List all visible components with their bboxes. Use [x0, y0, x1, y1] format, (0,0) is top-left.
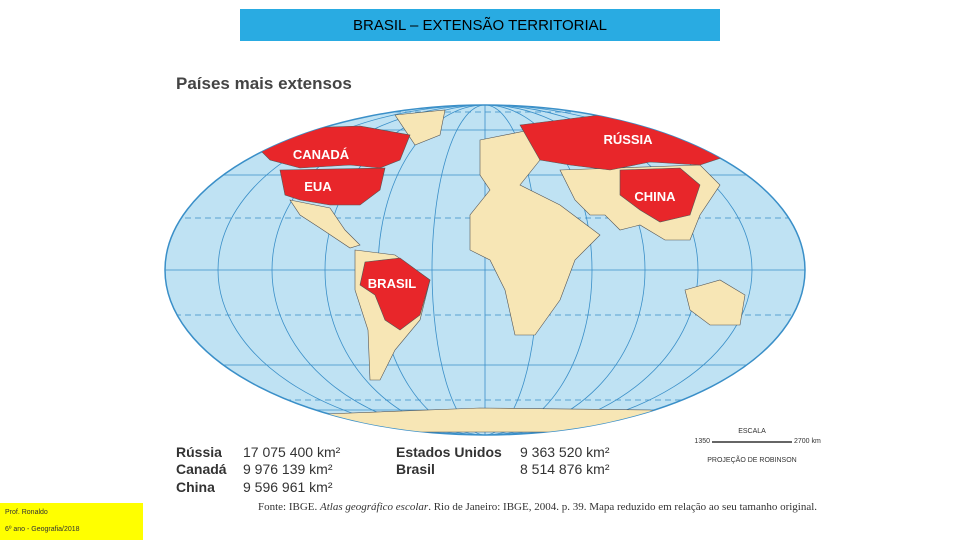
table-value: 9 976 139 km²	[243, 461, 333, 477]
table-value: 9 596 961 km²	[243, 479, 333, 495]
table-name: Brasil	[396, 461, 435, 477]
scale-bar: ESCALA 1350 2700 km PROJEÇÃO DE ROBINSON	[694, 428, 821, 464]
table-name: Canadá	[176, 461, 227, 477]
country-label: BRASIL	[368, 276, 416, 291]
source-text: Fonte: IBGE.	[258, 501, 321, 513]
footer-box: Prof. Ronaldo 6º ano - Geografia/2018	[0, 503, 143, 540]
title-box: BRASIL – EXTENSÃO TERRITORIAL	[240, 9, 720, 41]
scale-tick: 2700 km	[794, 438, 821, 445]
country-label: RÚSSIA	[603, 132, 653, 147]
table-name: China	[176, 479, 215, 495]
slide-title: BRASIL – EXTENSÃO TERRITORIAL	[353, 16, 607, 34]
table-name: Estados Unidos	[396, 444, 502, 460]
country-label: EUA	[304, 179, 332, 194]
table-name: Rússia	[176, 444, 222, 460]
source: Fonte: IBGE. Atlas geográfico escolar. R…	[258, 501, 817, 513]
scale-tick: 1350	[694, 438, 710, 445]
table-value: 17 075 400 km²	[243, 444, 341, 460]
source-text: . Rio de Janeiro: IBGE, 2004. p. 39. Map…	[428, 501, 818, 513]
footer-line: Prof. Ronaldo	[5, 509, 48, 516]
footer-line: 6º ano - Geografia/2018	[5, 526, 80, 533]
scale-title: ESCALA	[738, 428, 766, 435]
map-title: Países mais extensos	[176, 74, 352, 93]
country-label: CHINA	[634, 189, 676, 204]
table-value: 8 514 876 km²	[520, 461, 610, 477]
source-title: Atlas geográfico escolar	[320, 501, 429, 513]
country-label: CANADÁ	[293, 147, 350, 162]
land	[249, 109, 746, 433]
projection: PROJEÇÃO DE ROBINSON	[707, 455, 796, 464]
table-value: 9 363 520 km²	[520, 444, 610, 460]
